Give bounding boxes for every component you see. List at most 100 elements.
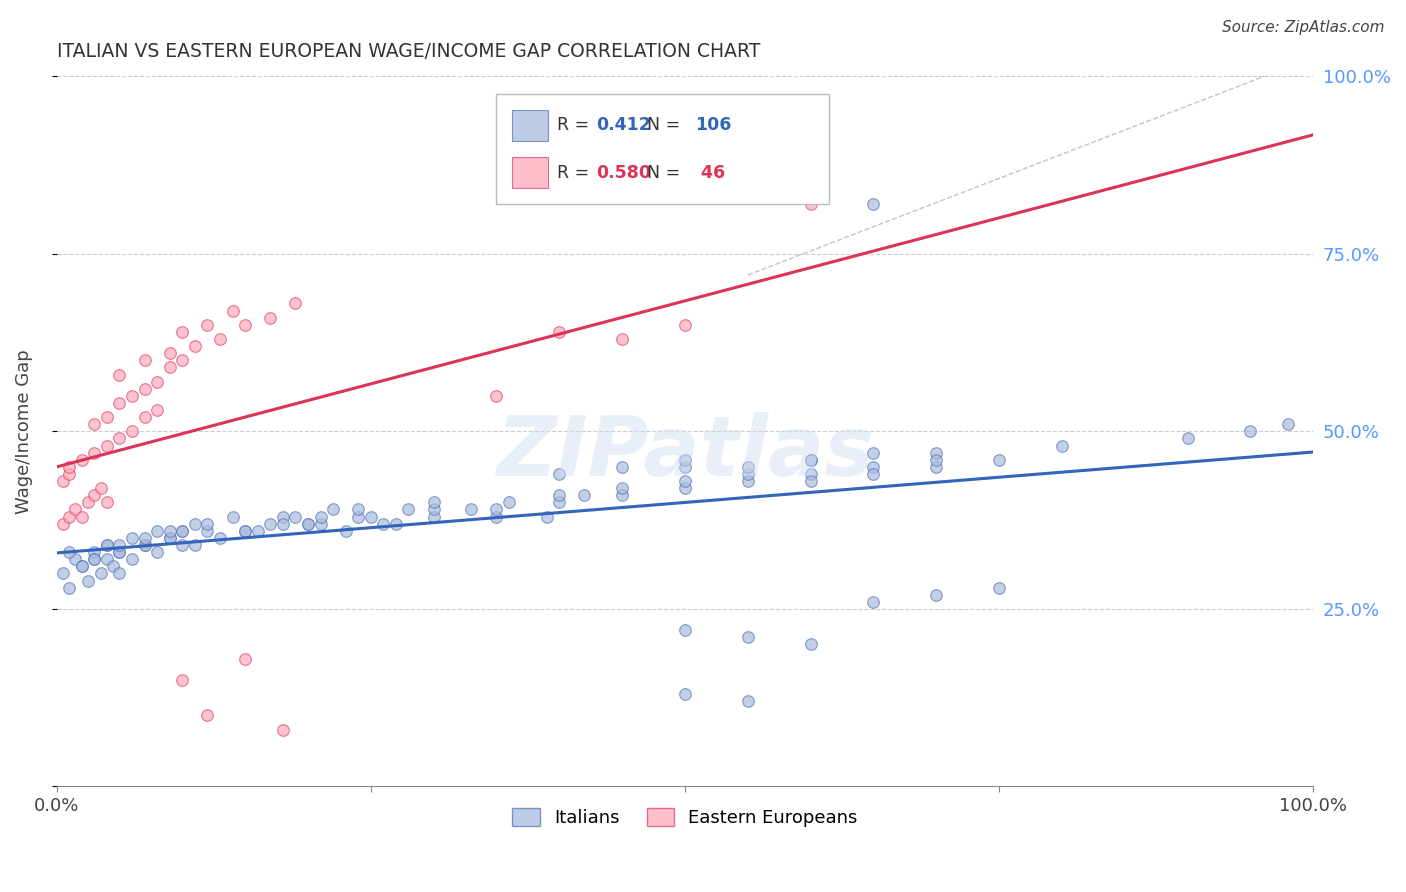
Point <box>96 410 118 425</box>
Point <box>673 474 696 488</box>
Point <box>297 516 319 531</box>
Point <box>108 538 131 552</box>
Point <box>673 452 696 467</box>
FancyBboxPatch shape <box>496 94 830 204</box>
Point <box>246 524 269 538</box>
Point <box>159 360 181 375</box>
Point <box>52 516 75 531</box>
Point <box>90 481 112 495</box>
Text: 46: 46 <box>695 164 725 182</box>
Point <box>134 410 156 425</box>
Point <box>70 509 93 524</box>
Point <box>159 346 181 360</box>
Point <box>800 452 823 467</box>
Point <box>77 574 100 588</box>
Text: 106: 106 <box>695 116 731 135</box>
Point <box>134 531 156 545</box>
Point <box>737 694 759 708</box>
Point <box>221 303 243 318</box>
Point <box>121 531 143 545</box>
Point <box>862 445 884 459</box>
Point <box>335 524 357 538</box>
Y-axis label: Wage/Income Gap: Wage/Income Gap <box>15 349 32 514</box>
Point <box>498 495 520 509</box>
Point <box>197 708 219 723</box>
Point <box>159 531 181 545</box>
Point <box>673 687 696 701</box>
Point <box>610 459 633 474</box>
Point <box>360 509 382 524</box>
Point <box>70 559 93 574</box>
Point <box>184 339 207 353</box>
Point <box>548 488 571 502</box>
Point <box>800 197 823 211</box>
Point <box>70 559 93 574</box>
Point <box>108 368 131 382</box>
Text: 0.412: 0.412 <box>596 116 651 135</box>
Point <box>862 197 884 211</box>
Point <box>146 524 169 538</box>
Point <box>96 538 118 552</box>
Point <box>259 310 281 325</box>
Point <box>83 552 105 566</box>
Point <box>925 452 948 467</box>
Point <box>146 545 169 559</box>
Point <box>172 538 194 552</box>
Point <box>925 459 948 474</box>
Point <box>52 474 75 488</box>
Point <box>83 445 105 459</box>
Point <box>108 545 131 559</box>
Bar <box>512 157 547 188</box>
Point <box>309 509 332 524</box>
Point <box>271 509 294 524</box>
Text: ZIPatlas: ZIPatlas <box>496 412 875 493</box>
Point <box>134 538 156 552</box>
Point <box>862 467 884 481</box>
Point <box>159 524 181 538</box>
Point <box>90 566 112 581</box>
Point <box>673 624 696 638</box>
Point <box>172 353 194 368</box>
Point <box>96 495 118 509</box>
Point <box>988 452 1011 467</box>
Point <box>422 509 444 524</box>
Point <box>485 389 508 403</box>
Text: R =: R = <box>557 164 595 182</box>
Point <box>297 516 319 531</box>
Point <box>373 516 395 531</box>
Point <box>146 375 169 389</box>
Point <box>422 495 444 509</box>
Point <box>925 445 948 459</box>
Point <box>96 552 118 566</box>
Point <box>96 438 118 452</box>
Point <box>862 459 884 474</box>
Text: Source: ZipAtlas.com: Source: ZipAtlas.com <box>1222 20 1385 35</box>
Point <box>737 474 759 488</box>
Point <box>673 459 696 474</box>
Point <box>322 502 344 516</box>
Text: ITALIAN VS EASTERN EUROPEAN WAGE/INCOME GAP CORRELATION CHART: ITALIAN VS EASTERN EUROPEAN WAGE/INCOME … <box>56 42 761 61</box>
Point <box>347 502 370 516</box>
Point <box>108 566 131 581</box>
Point <box>121 425 143 439</box>
Point <box>737 467 759 481</box>
Point <box>52 566 75 581</box>
Point <box>197 318 219 332</box>
Point <box>610 488 633 502</box>
Point <box>485 502 508 516</box>
Point <box>134 538 156 552</box>
Point <box>271 723 294 737</box>
Point <box>1239 425 1261 439</box>
Point <box>548 495 571 509</box>
Point <box>159 531 181 545</box>
Point <box>233 318 256 332</box>
Point <box>108 545 131 559</box>
Point <box>108 432 131 446</box>
Point <box>673 318 696 332</box>
Point <box>83 545 105 559</box>
Point <box>208 531 231 545</box>
Text: N =: N = <box>647 164 681 182</box>
Point <box>800 474 823 488</box>
Point <box>58 509 80 524</box>
Point <box>65 502 87 516</box>
